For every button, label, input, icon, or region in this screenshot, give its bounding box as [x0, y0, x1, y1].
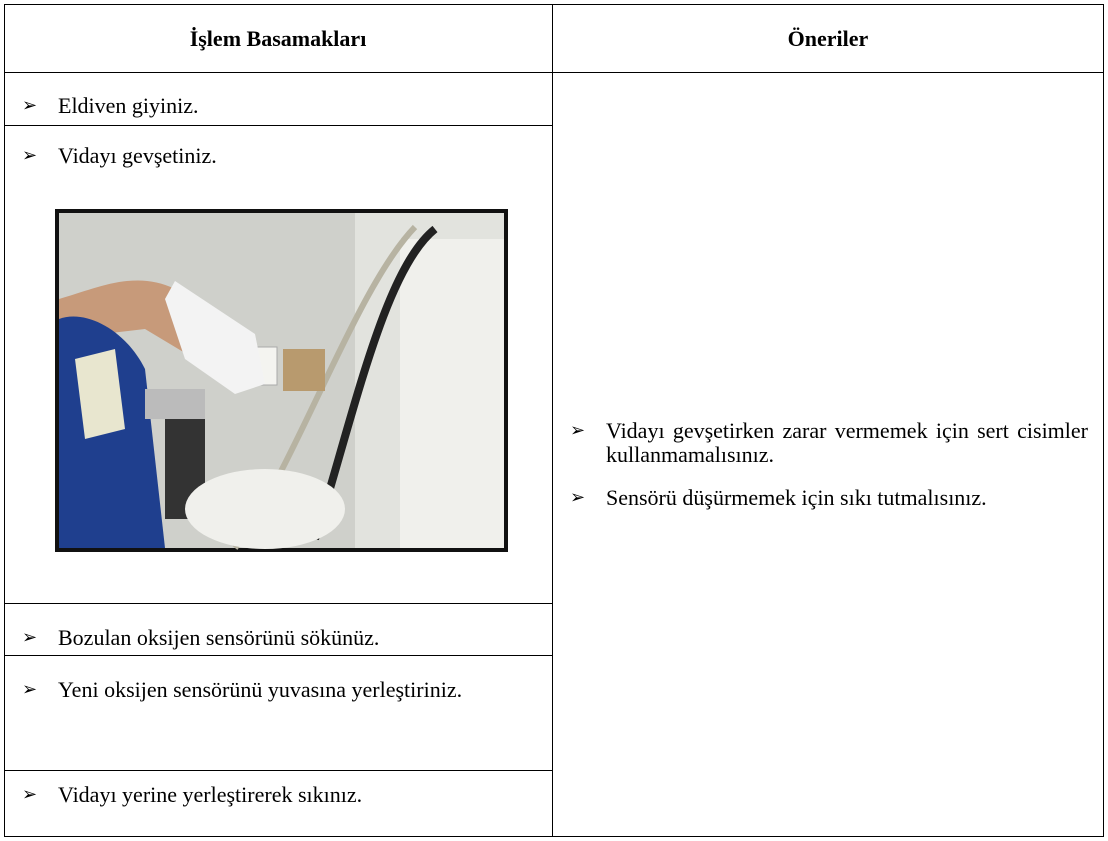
step: Vidayı gevşetiniz. — [22, 144, 528, 169]
border — [4, 72, 1104, 73]
border — [4, 770, 552, 771]
step: Vidayı yerine yerleştirerek sıkınız. — [22, 783, 528, 808]
border — [4, 4, 1104, 5]
step: Bozulan oksijen sensörünü sökünüz. — [22, 626, 528, 651]
border — [4, 836, 1104, 837]
border — [552, 4, 553, 837]
header: Öneriler — [787, 26, 869, 51]
border — [4, 655, 552, 656]
step: Yeni oksijen sensörünü yuvasına yerleşti… — [22, 678, 530, 703]
border — [1103, 4, 1104, 837]
photo — [55, 209, 508, 552]
recommendation: Vidayı gevşetirken zarar vermemek için s… — [570, 419, 1088, 467]
recommendation: Sensörü düşürmemek için sıkı tutmalısını… — [570, 486, 1088, 511]
border — [4, 603, 552, 604]
header: İşlem Basamakları — [189, 26, 367, 51]
border — [4, 125, 552, 126]
step: Eldiven giyiniz. — [22, 94, 528, 119]
border — [4, 4, 5, 837]
